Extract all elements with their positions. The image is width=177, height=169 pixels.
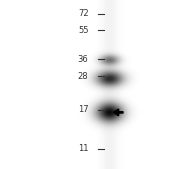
Text: 17: 17 bbox=[78, 105, 88, 114]
Text: 11: 11 bbox=[78, 144, 88, 153]
Text: 28: 28 bbox=[78, 71, 88, 81]
Text: 55: 55 bbox=[78, 26, 88, 35]
Text: 72: 72 bbox=[78, 9, 88, 18]
Text: 36: 36 bbox=[78, 55, 88, 64]
FancyArrow shape bbox=[113, 109, 123, 116]
